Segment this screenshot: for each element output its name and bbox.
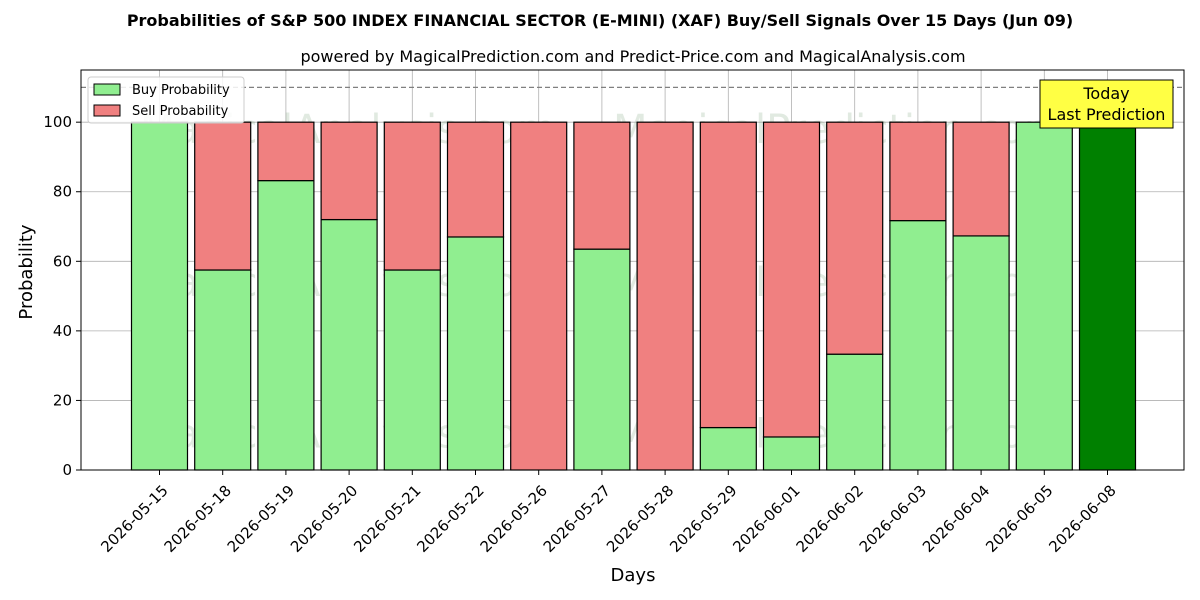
buy-bar — [320, 218, 378, 471]
buy-bar — [952, 235, 1010, 471]
sell-bar — [952, 121, 1010, 237]
legend-buy-swatch — [93, 83, 121, 96]
x-tick-label: 2026-06-04 — [919, 482, 993, 556]
x-tick-label: 2026-05-18 — [161, 482, 235, 556]
y-tick-label: 20 — [53, 391, 72, 409]
sell-bar — [762, 121, 821, 438]
buy-bar — [257, 180, 315, 471]
sell-bar — [573, 121, 631, 250]
x-tick-label: 2026-05-26 — [477, 482, 551, 556]
buy-bar — [762, 436, 821, 471]
x-tick-label: 2026-05-15 — [97, 482, 171, 556]
x-tick-label: 2026-06-03 — [856, 482, 930, 556]
today-annotation-line2: Last Prediction — [1048, 105, 1166, 124]
x-tick-label: 2026-05-19 — [224, 482, 298, 556]
y-tick-label: 80 — [53, 183, 72, 201]
x-tick-label: 2026-05-21 — [350, 482, 424, 556]
legend-box — [87, 76, 245, 124]
buy-bar — [826, 353, 884, 471]
sell-bar — [194, 121, 252, 271]
x-tick-label: 2026-05-27 — [540, 482, 614, 556]
buy-bar — [446, 236, 505, 471]
buy-bar — [889, 220, 947, 471]
sell-bar — [636, 121, 694, 471]
buy-bar — [383, 269, 441, 471]
sell-bar — [510, 121, 568, 471]
chart-title: Probabilities of S&P 500 INDEX FINANCIAL… — [127, 11, 1073, 30]
today-annotation-line1: Today — [1082, 84, 1129, 103]
x-tick-label: 2026-05-22 — [413, 482, 487, 556]
today-annotation-box — [1039, 79, 1174, 129]
x-tick-label: 2026-05-28 — [603, 482, 677, 556]
x-axis-label: Days — [611, 565, 656, 586]
x-tick-label: 2026-06-05 — [982, 482, 1056, 556]
buy-bar — [573, 248, 631, 471]
legend-sell-label: Sell Probability — [132, 104, 229, 119]
x-tick-label: 2026-05-29 — [666, 482, 740, 556]
sell-bar — [383, 121, 441, 271]
sell-bar — [889, 121, 947, 222]
x-tick-label: 2026-05-20 — [287, 482, 361, 556]
axes-frame — [80, 69, 1185, 471]
buy-bar — [194, 269, 252, 471]
chart-subtitle: powered by MagicalPrediction.com and Pre… — [300, 47, 965, 66]
legend-buy-label: Buy Probability — [132, 83, 230, 98]
x-tick-label: 2026-06-02 — [793, 482, 867, 556]
x-tick-label: 2026-06-01 — [729, 482, 803, 556]
y-tick-label: 100 — [43, 113, 72, 131]
sell-bar — [446, 121, 505, 238]
sell-bar — [320, 121, 378, 221]
buy-bar — [130, 121, 189, 471]
plot-area: MagicalAnalysis.comMagicalPrediction.com… — [43, 69, 1185, 556]
y-tick-label: 40 — [53, 322, 72, 340]
buy-bar — [699, 426, 757, 471]
sell-bar — [826, 121, 884, 355]
sell-bar — [699, 121, 757, 429]
legend-sell-swatch — [93, 104, 121, 117]
y-axis-label: Probability — [16, 224, 37, 319]
x-tick-label: 2026-06-08 — [1045, 482, 1119, 556]
buy-bar — [1078, 121, 1137, 471]
buy-bar — [1015, 121, 1073, 471]
sell-bar — [257, 121, 315, 182]
y-tick-label: 60 — [53, 252, 72, 270]
y-tick-label: 0 — [62, 461, 72, 479]
